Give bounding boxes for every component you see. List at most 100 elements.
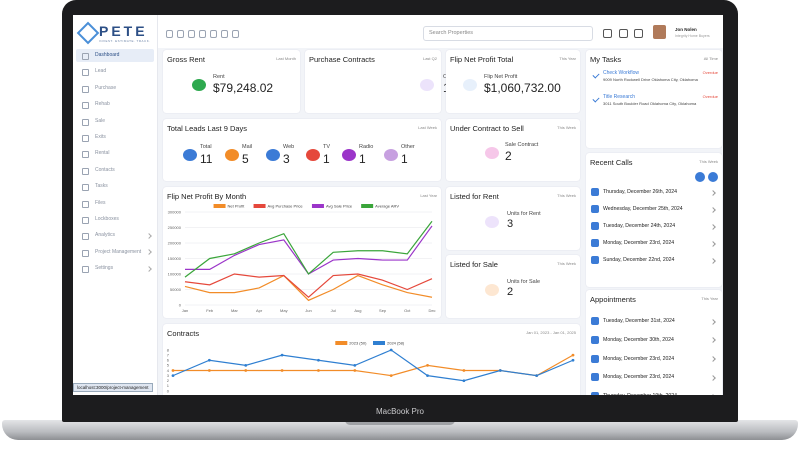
header-icon[interactable] [210, 30, 217, 38]
card [305, 50, 441, 113]
y-tick-label: 1 [167, 383, 170, 388]
menu-item[interactable]: Exits [95, 134, 106, 140]
menu-item[interactable]: Sale [95, 117, 106, 124]
menu-icon [82, 151, 89, 159]
card-title: Appointments [590, 295, 636, 304]
list-item[interactable]: Thursday, December 19th, 2024 [603, 393, 677, 395]
menu-item[interactable]: Files [95, 199, 106, 206]
list-item[interactable]: Monday, December 23rd, 2024 [603, 355, 675, 362]
card-title: Listed for Sale [450, 260, 498, 269]
menu-item[interactable]: Lockboxes [95, 216, 119, 222]
calendar-icon [591, 205, 599, 213]
legend-swatch [361, 204, 374, 208]
list-item[interactable]: Thursday, December 26th, 2024 [603, 189, 678, 195]
point [244, 363, 248, 367]
header-icon[interactable] [199, 30, 206, 38]
menu-item[interactable]: Rental [95, 150, 110, 157]
list-item[interactable]: Monday, December 30th, 2024 [603, 336, 674, 343]
task-name[interactable]: Title Research [603, 94, 636, 100]
menu-item[interactable]: Tasks [95, 183, 108, 190]
menu-item[interactable]: Dashboard [95, 52, 120, 58]
list-item[interactable]: Monday, December 23rd, 2024 [603, 374, 675, 381]
lead-label: Total [200, 144, 212, 150]
header-icon[interactable] [177, 30, 184, 38]
calendar-icon [591, 239, 599, 247]
x-tick-label: Aug [354, 308, 361, 313]
menu-icon [82, 249, 89, 257]
card-title: Flip Net Profit By Month [167, 192, 247, 201]
icon [192, 78, 206, 91]
lead-value: 11 [200, 152, 213, 166]
list-item[interactable]: Tuesday, December 24th, 2024 [603, 223, 676, 229]
y-tick-label: 150000 [168, 256, 182, 261]
card [446, 187, 580, 250]
calendar-icon [591, 354, 599, 363]
y-tick-label: 6 [167, 358, 170, 363]
menu-item[interactable]: Lead [95, 68, 107, 75]
point [171, 369, 175, 372]
header-icon[interactable] [221, 30, 228, 38]
list-item[interactable]: Wednesday, December 25th, 2024 [603, 206, 683, 212]
x-tick-label: Sep [379, 308, 387, 313]
search-box[interactable] [423, 26, 593, 41]
calendar-icon [591, 373, 599, 382]
point [426, 363, 429, 367]
series-line [172, 349, 574, 382]
legend-swatch [213, 204, 226, 208]
laptop-base [2, 420, 798, 440]
legend-swatch [373, 341, 385, 345]
call-button[interactable] [708, 172, 718, 182]
header-icon[interactable] [188, 30, 195, 38]
x-tick-label: Oct [404, 308, 411, 313]
card-subtitle: This Year [701, 296, 718, 301]
x-tick-label: May [280, 308, 288, 313]
card-title: Under Contract to Sell [450, 124, 524, 133]
y-tick-label: 0 [167, 388, 170, 393]
y-tick-label: 250000 [168, 225, 182, 230]
stat-value: 3 [507, 217, 514, 230]
menu-item[interactable]: Analytics [95, 232, 116, 239]
icon [485, 215, 499, 228]
task-name[interactable]: Check Workflow [603, 70, 640, 76]
lead-value: 5 [242, 152, 249, 166]
point [462, 369, 466, 372]
header-button[interactable] [619, 29, 628, 38]
call-button[interactable] [695, 172, 705, 182]
y-tick-label: 50000 [170, 287, 182, 292]
point [207, 369, 211, 372]
header-button[interactable] [634, 29, 643, 38]
point [171, 374, 175, 378]
header-button[interactable] [603, 29, 612, 38]
menu-item[interactable]: Rehab [95, 101, 110, 108]
menu-icon [82, 69, 89, 77]
lead-value: 1 [323, 152, 330, 166]
header-icon[interactable] [166, 30, 173, 38]
point [498, 369, 502, 372]
menu-item[interactable]: Settings [95, 265, 114, 272]
menu-item[interactable]: Contacts [95, 166, 115, 173]
menu-active [76, 49, 154, 62]
stat-label: Units for Rent [507, 210, 541, 217]
task-address: 9009 North Rockwell Drive Oklahoma City,… [603, 77, 698, 82]
y-tick-label: 3 [167, 373, 170, 378]
x-tick-label: Apr [256, 308, 263, 313]
legend-label: 2024 (58) [387, 341, 405, 346]
menu-item[interactable]: Purchase [95, 84, 117, 91]
list-item[interactable]: Monday, December 23rd, 2024 [603, 240, 675, 246]
menu-icon [82, 200, 89, 208]
series-line [185, 225, 433, 275]
lead-value: 1 [359, 152, 366, 166]
y-tick-label: 100000 [168, 271, 182, 276]
calendar-icon [591, 392, 599, 395]
card-title: Gross Rent [167, 55, 205, 64]
stat-label: Sale Contract [505, 142, 539, 148]
header-icon[interactable] [232, 30, 239, 38]
list-item[interactable]: Sunday, December 22nd, 2024 [603, 257, 675, 263]
menu-item[interactable]: Project Management [95, 248, 142, 255]
icon [183, 149, 197, 161]
list-item[interactable]: Tuesday, December 31st, 2024 [603, 318, 675, 324]
calendar-icon [591, 317, 599, 325]
legend-label: 2023 (50) [349, 341, 367, 346]
screen: PETE INVEST. ESTIMATE. TRACK. Dashboard Lea… [73, 15, 723, 395]
